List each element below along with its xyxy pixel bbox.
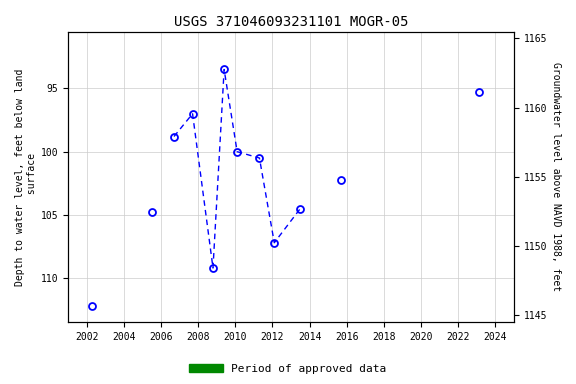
Title: USGS 371046093231101 MOGR-05: USGS 371046093231101 MOGR-05 [174, 15, 408, 29]
Y-axis label: Groundwater level above NAVD 1988, feet: Groundwater level above NAVD 1988, feet [551, 63, 561, 291]
Y-axis label: Depth to water level, feet below land
 surface: Depth to water level, feet below land su… [15, 68, 37, 286]
Legend: Period of approved data: Period of approved data [185, 359, 391, 379]
